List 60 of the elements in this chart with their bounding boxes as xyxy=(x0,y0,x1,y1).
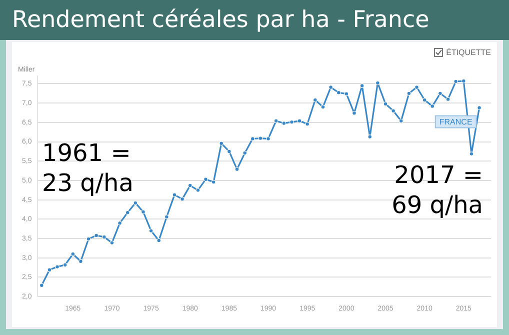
point xyxy=(352,110,356,116)
point xyxy=(211,180,216,184)
point xyxy=(305,122,310,126)
point xyxy=(180,196,185,202)
point xyxy=(47,268,52,272)
point xyxy=(375,80,380,86)
text: ÉTIQUETTE xyxy=(446,48,491,57)
point xyxy=(297,118,302,124)
point xyxy=(360,83,364,88)
point xyxy=(172,192,177,198)
annotation: 1961 = 23 q/ha xyxy=(42,138,134,198)
point xyxy=(55,264,60,269)
point xyxy=(454,79,458,84)
point xyxy=(414,85,419,90)
point xyxy=(78,259,83,264)
point xyxy=(242,150,248,156)
point xyxy=(391,108,396,114)
point xyxy=(422,98,427,102)
point xyxy=(118,220,122,226)
point xyxy=(188,183,192,188)
point xyxy=(406,91,412,96)
point xyxy=(219,141,224,146)
point xyxy=(274,118,278,124)
point xyxy=(148,228,154,234)
point xyxy=(94,233,99,238)
point xyxy=(133,200,138,206)
point xyxy=(250,136,255,141)
point xyxy=(383,102,388,106)
point xyxy=(344,92,349,96)
point xyxy=(328,85,333,90)
point xyxy=(320,104,326,110)
point xyxy=(234,167,240,172)
point xyxy=(469,152,474,156)
point xyxy=(156,238,162,243)
point xyxy=(312,98,318,102)
point xyxy=(290,120,294,124)
point xyxy=(438,91,442,96)
point xyxy=(477,106,482,110)
point xyxy=(164,214,169,220)
point xyxy=(266,136,270,141)
annotation: 2017 = 69 q/ha xyxy=(392,160,483,220)
point xyxy=(368,134,372,139)
point xyxy=(39,283,44,288)
point xyxy=(204,177,208,182)
series-label: FRANCE xyxy=(439,117,472,126)
chart-title: Rendement céréales par ha - France xyxy=(0,0,509,40)
point xyxy=(125,210,130,215)
point xyxy=(398,118,404,124)
point xyxy=(196,188,200,192)
point xyxy=(141,210,146,214)
point xyxy=(446,97,450,102)
point xyxy=(282,121,286,126)
point xyxy=(62,262,68,268)
point xyxy=(70,252,76,256)
point xyxy=(102,234,106,240)
point xyxy=(461,78,466,84)
point xyxy=(336,90,341,95)
point xyxy=(227,149,232,154)
point xyxy=(430,104,435,108)
point xyxy=(86,236,91,242)
